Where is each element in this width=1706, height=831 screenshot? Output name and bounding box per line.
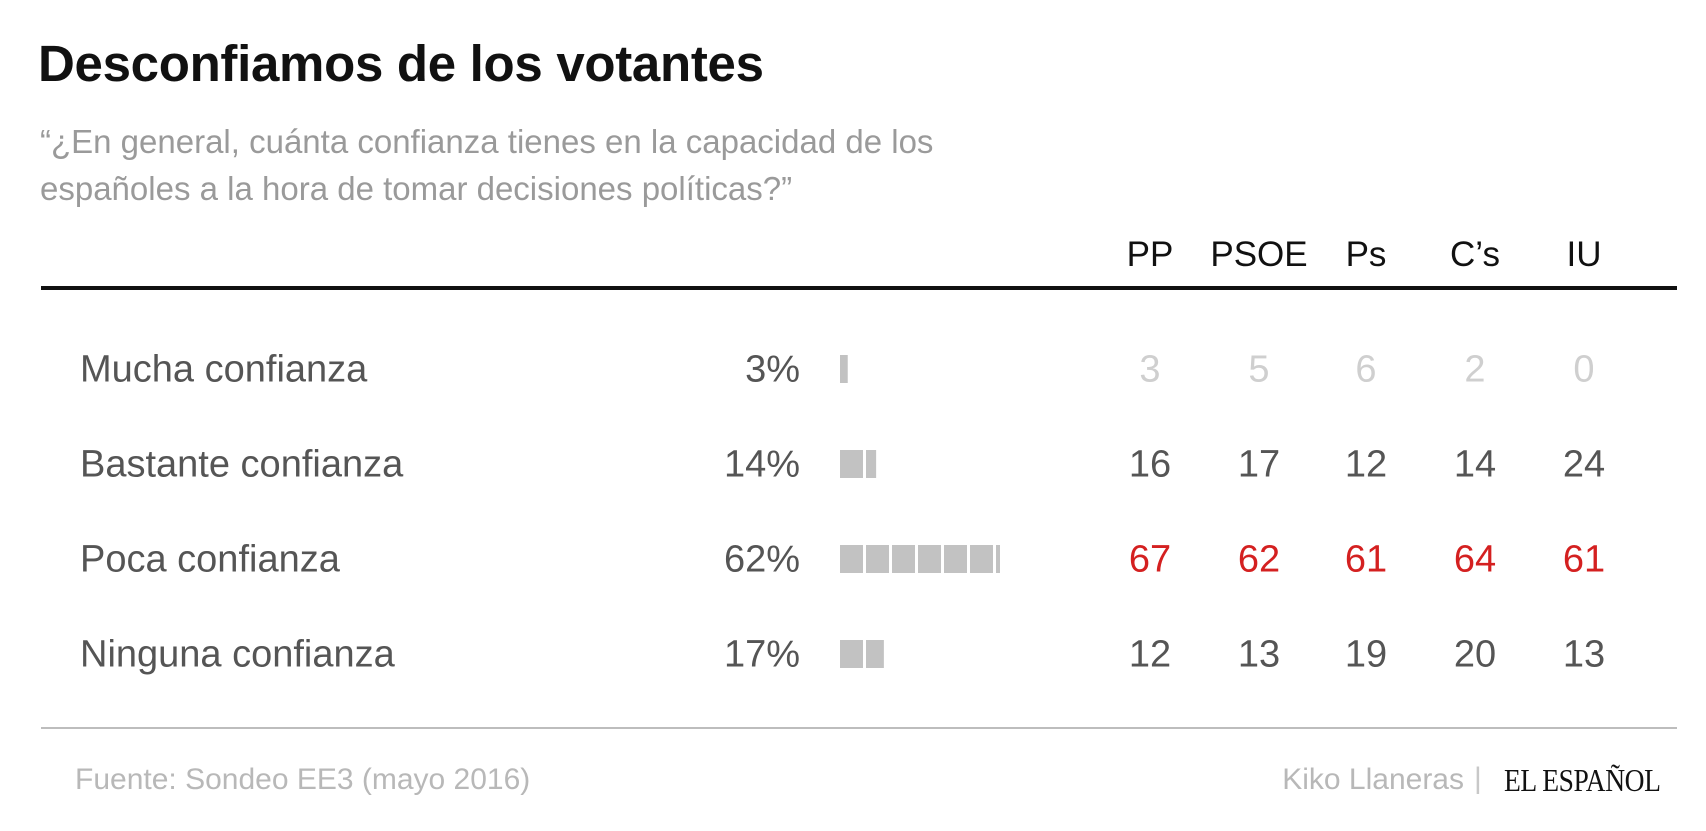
bar-segment — [866, 640, 884, 668]
party-value: 61 — [1562, 538, 1606, 581]
row-label: Poca confianza — [80, 538, 340, 581]
bar-segment — [840, 545, 863, 573]
column-header: PSOE — [1210, 235, 1308, 274]
party-value: 2 — [1464, 348, 1486, 391]
header-rule — [41, 286, 1677, 290]
bar-segment — [840, 640, 863, 668]
party-value: 13 — [1237, 633, 1281, 676]
party-value: 12 — [1128, 633, 1172, 676]
row-label: Mucha confianza — [80, 348, 368, 391]
party-value: 13 — [1562, 633, 1606, 676]
source-note: Fuente: Sondeo EE3 (mayo 2016) — [75, 763, 531, 796]
party-value: 14 — [1453, 443, 1497, 486]
chart-title: Desconfiamos de los votantes — [38, 35, 764, 92]
party-value: 6 — [1355, 348, 1377, 391]
footer-rule — [41, 727, 1677, 729]
chart-subtitle: “¿En general, cuánta confianza tienes en… — [40, 123, 934, 207]
column-header: Ps — [1345, 235, 1387, 274]
row-percentage: 3% — [745, 348, 800, 391]
bar-segment — [970, 545, 993, 573]
author-credit: Kiko Llaneras — [1282, 763, 1464, 796]
party-value: 24 — [1562, 443, 1606, 486]
party-value: 20 — [1453, 633, 1497, 676]
party-value: 17 — [1237, 443, 1281, 486]
bar-segment — [996, 545, 1000, 573]
percentage-bar — [840, 640, 884, 668]
column-header: IU — [1566, 235, 1602, 274]
party-value: 61 — [1344, 538, 1388, 581]
bar-segment — [944, 545, 967, 573]
row-percentage: 62% — [723, 538, 800, 581]
bar-segment — [840, 355, 848, 383]
party-value: 19 — [1344, 633, 1388, 676]
row-label: Ninguna confianza — [80, 633, 395, 676]
percentage-bar — [840, 545, 1000, 573]
column-header: C’s — [1450, 235, 1500, 274]
party-value: 3 — [1139, 348, 1161, 391]
party-value: 0 — [1573, 348, 1595, 391]
party-value: 64 — [1453, 538, 1497, 581]
percentage-bar — [840, 450, 877, 478]
party-value: 12 — [1344, 443, 1388, 486]
bar-segment — [866, 450, 877, 478]
row-percentage: 14% — [723, 443, 800, 486]
party-value: 67 — [1128, 538, 1172, 581]
bar-segment — [840, 450, 863, 478]
row-percentage: 17% — [723, 633, 800, 676]
footer-separator: | — [1474, 762, 1482, 795]
bar-segment — [892, 545, 915, 573]
percentage-bar — [840, 355, 848, 383]
party-value: 16 — [1128, 443, 1172, 486]
column-header: PP — [1126, 235, 1174, 274]
publisher-logo: EL ESPAÑOL — [1504, 762, 1661, 798]
row-label: Bastante confianza — [80, 443, 404, 486]
bar-segment — [866, 545, 889, 573]
bar-segment — [918, 545, 941, 573]
party-value: 62 — [1237, 538, 1281, 581]
party-value: 5 — [1248, 348, 1270, 391]
